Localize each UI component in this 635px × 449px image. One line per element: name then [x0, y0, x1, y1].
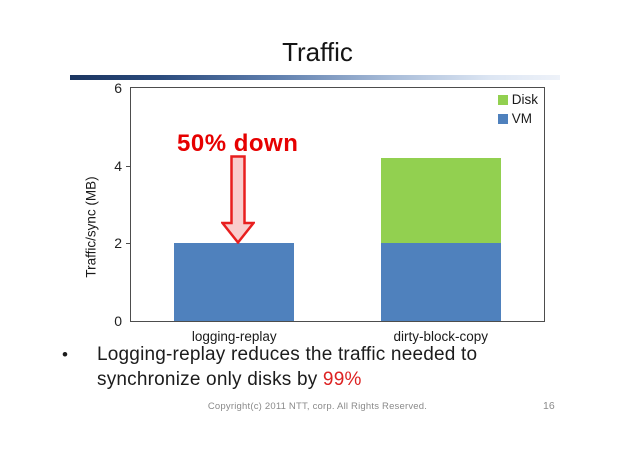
legend-item-vm: VM [497, 111, 532, 126]
legend-item-disk: Disk [497, 92, 538, 107]
y-tick-2: 2 [114, 235, 122, 252]
y-tick-mark-2 [126, 243, 130, 245]
annotation-50-percent-down: 50% down [177, 130, 299, 157]
slide-title: Traffic [282, 37, 353, 67]
bar-dirty-block-copy-disk [380, 157, 501, 244]
legend-swatch-disk [497, 95, 508, 105]
y-tick-4: 4 [114, 157, 122, 174]
plot-area: Disk VM [130, 87, 545, 322]
footer-copyright: Copyright(c) 2011 NTT, corp. All Rights … [207, 401, 428, 412]
bar-dirty-block-copy-vm [380, 243, 501, 321]
y-axis-title: Traffic/sync (MB) [83, 176, 99, 278]
chart-legend: Disk VM [497, 92, 538, 126]
legend-swatch-vm [497, 114, 508, 124]
bullet-marker: • [62, 345, 68, 364]
legend-label-disk: Disk [511, 92, 538, 107]
legend-label-vm: VM [511, 111, 532, 126]
x-label-dirty-block-copy: dirty-block-copy [393, 329, 489, 344]
bullet-text: Logging-replay reduces the traffic neede… [97, 343, 592, 392]
y-tick-6: 6 [114, 80, 122, 96]
bullet-line1: Logging-replay reduces the traffic neede… [97, 344, 478, 365]
x-label-logging-replay: logging-replay [191, 329, 277, 344]
bullet-line2: synchronize only disks by [97, 368, 323, 390]
title-divider-bar [70, 75, 560, 80]
down-arrow-icon [221, 155, 255, 244]
bar-logging-replay-vm [174, 243, 295, 321]
y-tick-mark-4 [126, 165, 130, 167]
bullet-highlight-99: 99% [322, 368, 362, 390]
y-tick-0: 0 [114, 313, 122, 329]
bullet-item: • Logging-replay reduces the traffic nee… [62, 343, 592, 392]
footer-page-number: 16 [543, 400, 555, 412]
